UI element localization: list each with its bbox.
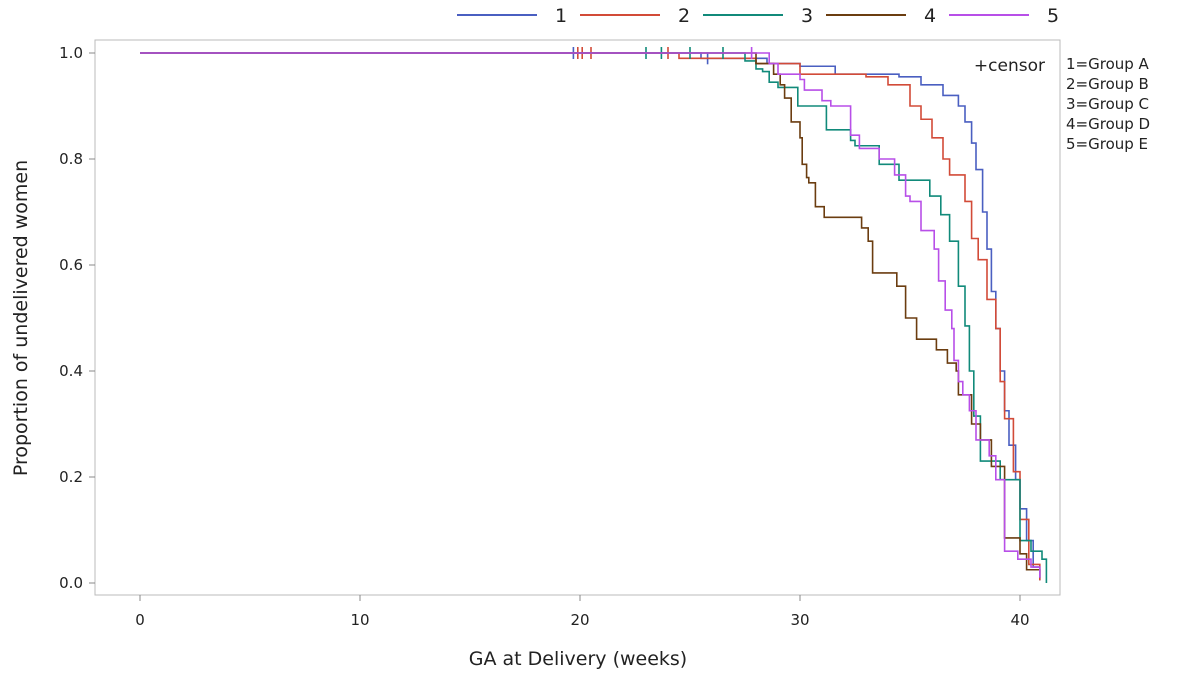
x-tick-label: 30 bbox=[790, 611, 809, 629]
y-tick-label: 1.0 bbox=[59, 44, 83, 62]
y-tick-label: 0.2 bbox=[59, 468, 83, 486]
y-tick-label: 0.8 bbox=[59, 150, 83, 168]
censor-label: +censor bbox=[974, 56, 1045, 76]
group-key-entry: 1=Group A bbox=[1066, 55, 1150, 73]
group-key-entry: 2=Group B bbox=[1066, 75, 1149, 93]
x-tick-label: 40 bbox=[1010, 611, 1029, 629]
legend-label: 5 bbox=[1047, 5, 1059, 27]
group-key-entry: 3=Group C bbox=[1066, 95, 1149, 113]
survival-curve-4 bbox=[140, 52, 1041, 578]
y-tick-label: 0.0 bbox=[59, 574, 83, 592]
y-tick-label: 0.4 bbox=[59, 362, 83, 380]
group-key-entry: 4=Group D bbox=[1066, 115, 1150, 133]
x-tick-label: 0 bbox=[135, 611, 145, 629]
y-tick-label: 0.6 bbox=[59, 256, 83, 274]
y-axis-label: Proportion of undelivered women bbox=[10, 160, 32, 476]
x-tick-label: 10 bbox=[350, 611, 369, 629]
legend-label: 2 bbox=[678, 5, 690, 27]
x-tick-label: 20 bbox=[570, 611, 589, 629]
survival-curve-2 bbox=[140, 52, 1041, 581]
x-axis-label: GA at Delivery (weeks) bbox=[469, 648, 687, 670]
legend-label: 4 bbox=[924, 5, 936, 27]
legend-label: 1 bbox=[555, 5, 567, 27]
group-key-entry: 5=Group E bbox=[1066, 135, 1148, 153]
survival-curve-5 bbox=[140, 52, 1041, 578]
plot-frame bbox=[94, 39, 1061, 596]
legend-label: 3 bbox=[801, 5, 813, 27]
